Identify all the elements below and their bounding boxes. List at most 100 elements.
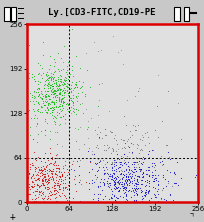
Point — [116, 196, 119, 200]
Point — [60, 174, 63, 177]
Point — [122, 181, 125, 185]
Point — [109, 162, 112, 166]
Point — [54, 89, 57, 93]
Point — [69, 87, 72, 91]
Point — [55, 99, 58, 102]
Point — [148, 179, 151, 183]
Point — [75, 107, 78, 111]
Point — [28, 165, 31, 168]
Point — [46, 108, 50, 112]
Point — [47, 187, 50, 190]
Point — [140, 190, 143, 194]
Point — [54, 98, 57, 102]
Point — [58, 194, 61, 198]
Point — [135, 160, 138, 164]
Point — [40, 170, 43, 173]
Point — [45, 185, 49, 189]
Point — [74, 54, 77, 57]
Point — [61, 93, 64, 96]
Point — [166, 144, 169, 147]
Point — [72, 196, 75, 200]
Point — [53, 91, 56, 94]
Point — [148, 190, 151, 193]
Point — [137, 174, 140, 178]
Point — [96, 143, 99, 147]
Point — [73, 107, 76, 111]
Point — [69, 98, 73, 102]
Point — [58, 83, 62, 86]
Point — [118, 158, 121, 161]
Point — [53, 184, 56, 188]
Point — [138, 170, 141, 173]
Point — [57, 88, 60, 92]
Point — [46, 178, 49, 182]
Point — [43, 95, 47, 99]
Point — [51, 100, 54, 103]
Point — [102, 171, 105, 175]
Point — [152, 161, 156, 165]
Point — [37, 86, 41, 89]
Point — [122, 62, 125, 65]
Point — [59, 99, 62, 103]
Point — [77, 127, 80, 131]
Point — [49, 78, 53, 82]
Point — [30, 184, 34, 188]
Point — [26, 109, 29, 113]
Point — [45, 70, 49, 73]
Point — [124, 187, 127, 191]
Point — [143, 143, 146, 147]
Point — [49, 102, 52, 106]
Point — [147, 174, 151, 178]
Point — [88, 146, 91, 150]
Point — [115, 149, 118, 153]
Point — [169, 171, 172, 174]
Point — [71, 28, 74, 31]
Point — [103, 149, 106, 152]
Point — [51, 167, 54, 170]
Point — [132, 190, 135, 194]
Point — [42, 175, 45, 178]
Point — [58, 91, 62, 95]
Point — [112, 168, 116, 172]
Point — [110, 175, 114, 178]
Point — [80, 101, 84, 105]
Point — [129, 175, 133, 179]
Point — [57, 185, 61, 188]
Point — [102, 173, 105, 176]
Point — [170, 184, 174, 188]
Point — [150, 173, 153, 177]
Point — [57, 92, 61, 96]
Point — [113, 198, 117, 202]
Point — [150, 149, 153, 152]
Point — [48, 106, 51, 110]
Point — [43, 103, 47, 107]
Point — [105, 133, 108, 137]
Point — [36, 101, 40, 104]
Point — [99, 184, 102, 188]
Point — [133, 174, 137, 177]
Point — [56, 77, 59, 80]
Point — [57, 167, 60, 171]
Point — [62, 45, 65, 48]
Point — [57, 83, 61, 86]
Point — [52, 178, 55, 182]
Point — [126, 165, 130, 168]
Point — [60, 97, 64, 100]
Point — [49, 161, 52, 165]
Point — [58, 175, 62, 178]
Point — [124, 123, 127, 127]
Point — [113, 182, 116, 186]
Point — [40, 189, 43, 193]
Point — [64, 182, 67, 185]
Point — [53, 188, 57, 192]
Point — [124, 194, 128, 197]
Point — [75, 94, 78, 97]
Point — [75, 99, 78, 103]
Point — [120, 182, 123, 186]
Point — [174, 181, 178, 185]
Point — [51, 84, 55, 87]
Point — [45, 95, 48, 98]
Point — [30, 180, 34, 184]
Point — [35, 189, 39, 193]
Point — [52, 177, 55, 180]
